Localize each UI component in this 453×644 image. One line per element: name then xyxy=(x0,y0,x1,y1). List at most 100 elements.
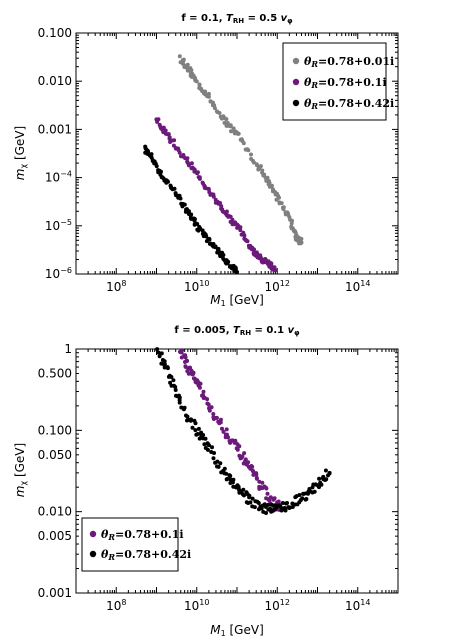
data-point xyxy=(239,455,244,460)
y-tick-label: 1 xyxy=(64,342,72,356)
data-point xyxy=(203,89,208,94)
data-point xyxy=(285,501,289,505)
data-point xyxy=(181,59,186,64)
data-point xyxy=(224,117,229,122)
data-point xyxy=(211,194,216,199)
data-point xyxy=(211,412,216,416)
data-point xyxy=(173,385,178,389)
data-point xyxy=(249,152,253,157)
data-point xyxy=(221,429,226,434)
data-point xyxy=(185,156,190,161)
data-point xyxy=(246,148,251,153)
data-point xyxy=(257,254,262,259)
data-point xyxy=(192,217,197,222)
data-point xyxy=(189,161,194,166)
data-point xyxy=(217,111,222,115)
data-point xyxy=(304,497,309,501)
data-point xyxy=(195,222,200,226)
x-tick-label: 108 xyxy=(106,279,126,294)
data-point xyxy=(213,245,218,250)
panel-top: f = 0.1, TRH = 0.5 vφ 108 1010 1012 1014 10−… xyxy=(13,13,399,308)
data-point xyxy=(264,511,268,515)
data-point xyxy=(197,176,202,181)
data-point xyxy=(245,239,250,244)
data-point xyxy=(166,179,170,184)
data-point xyxy=(154,164,159,169)
data-point xyxy=(194,79,199,84)
data-point xyxy=(177,54,182,59)
data-point xyxy=(190,425,195,430)
data-point xyxy=(252,247,256,252)
data-point xyxy=(207,443,211,448)
data-point xyxy=(189,68,194,73)
data-point xyxy=(224,427,229,432)
data-point xyxy=(299,236,304,241)
data-point xyxy=(149,152,154,157)
data-point xyxy=(177,400,182,405)
data-point xyxy=(233,266,238,271)
y-tick-label: 0.010 xyxy=(38,505,72,519)
data-point xyxy=(238,225,243,230)
x-tick-label: 1014 xyxy=(345,598,370,613)
data-point xyxy=(186,163,191,168)
data-point xyxy=(242,493,246,498)
data-point xyxy=(224,471,229,476)
data-point xyxy=(196,426,201,431)
data-point xyxy=(264,486,269,491)
data-point xyxy=(248,500,253,505)
data-point xyxy=(269,502,274,507)
data-point xyxy=(256,501,261,505)
data-point xyxy=(257,479,262,484)
data-point xyxy=(267,180,272,185)
data-point xyxy=(155,119,160,124)
data-point xyxy=(231,126,236,131)
data-point xyxy=(193,428,198,433)
data-point xyxy=(197,83,202,87)
data-point xyxy=(205,447,210,452)
y-tick-label: 0.010 xyxy=(38,74,72,88)
data-point xyxy=(312,489,317,494)
panel-top-y-axis-label: mχ [GeV] xyxy=(13,126,28,180)
data-point xyxy=(265,491,270,496)
data-point xyxy=(177,150,182,155)
data-point xyxy=(238,228,243,233)
data-point xyxy=(257,166,262,171)
data-point xyxy=(158,124,163,129)
data-point xyxy=(279,508,284,513)
data-point xyxy=(155,347,160,352)
data-point xyxy=(206,91,211,96)
data-point xyxy=(206,94,211,99)
y-tick-label: 0.100 xyxy=(38,26,72,40)
data-point xyxy=(183,355,188,360)
panel-bottom-x-axis-label: M1 [GeV] xyxy=(210,623,264,638)
data-point xyxy=(327,470,332,475)
data-point xyxy=(265,175,270,180)
data-point xyxy=(299,240,304,245)
data-point xyxy=(197,385,202,390)
data-point xyxy=(277,195,281,200)
data-point xyxy=(235,447,240,452)
x-tick-label: 1010 xyxy=(184,279,209,294)
panel-bottom-title: f = 0.005, TRH = 0.1 vφ xyxy=(174,325,300,337)
data-point xyxy=(236,486,241,490)
y-tick-label: 0.500 xyxy=(38,366,72,380)
data-point xyxy=(212,106,217,111)
data-point xyxy=(273,268,278,273)
data-point xyxy=(231,477,236,482)
data-point xyxy=(237,444,242,449)
legend-label-purple: θR=0.78+0.1i xyxy=(304,76,387,90)
data-point xyxy=(163,128,168,133)
legend-label-purple: θR=0.78+0.1i xyxy=(101,528,184,542)
data-point xyxy=(283,507,288,512)
data-point xyxy=(173,388,178,392)
panel-bottom-y-axis-label: mχ [GeV] xyxy=(13,443,28,497)
data-point xyxy=(172,186,177,191)
data-point xyxy=(252,505,257,510)
y-tick-label: 0.050 xyxy=(38,448,72,462)
data-point xyxy=(198,381,203,386)
data-point xyxy=(225,261,230,266)
data-point xyxy=(168,380,173,385)
data-point xyxy=(167,135,172,140)
data-point xyxy=(323,468,328,473)
data-point xyxy=(317,476,322,481)
